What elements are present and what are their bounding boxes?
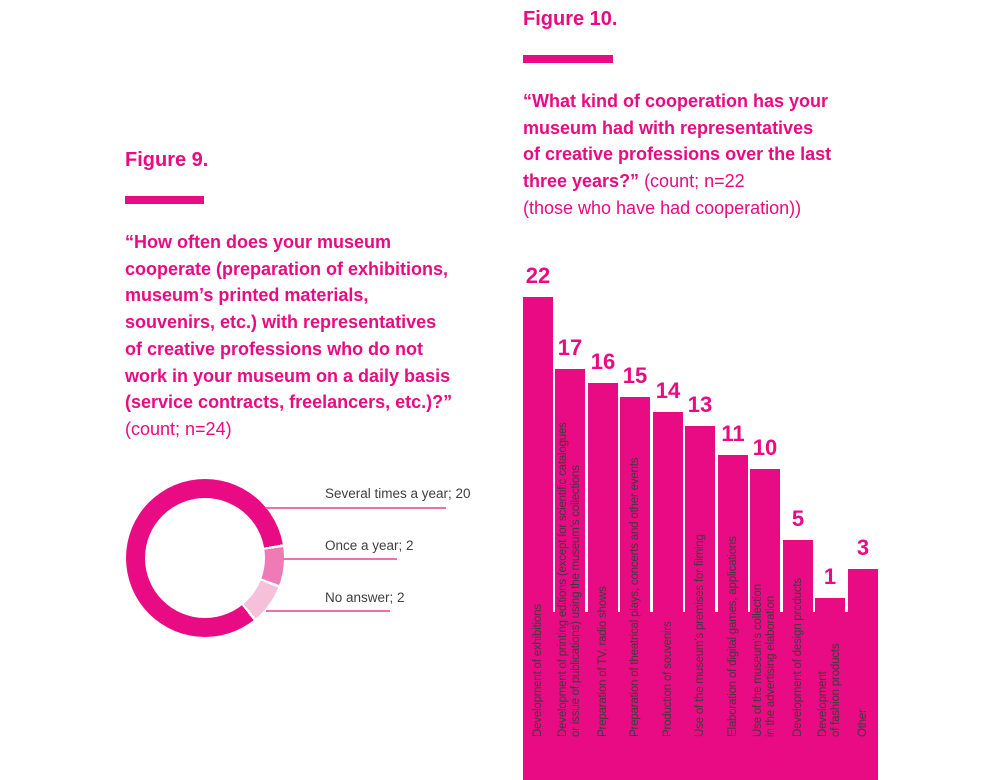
donut-chart-ring [126,479,284,637]
bar-category-label: Development of design products [791,578,804,737]
figure-9-rule [125,196,204,204]
figure-10-question: “What kind of cooperation has your museu… [523,88,923,222]
bar-category-label: Use of the museum’s collection in the ad… [752,584,777,737]
figure-9-question: “How often does your museum cooperate (p… [125,229,515,443]
figure-9-section: Figure 9. “How often does your museum co… [125,149,515,443]
bar-value-label: 22 [525,263,551,288]
figure-9-count-note: (count; n=24) [125,418,232,439]
bar [555,369,585,612]
bar-value-label: 1 [823,564,837,589]
figure-10-question-text: “What kind of cooperation has your museu… [523,91,832,192]
bar-category-label: Development of printing editions (except… [557,422,582,737]
bar [718,455,748,612]
bar [523,297,553,612]
bar-value-label: 16 [590,349,616,374]
bar-value-label: 5 [791,506,805,531]
legend-label: Once a year; 2 [325,538,414,553]
figure-9-title: Figure 9. [125,149,209,171]
bar-value-label: 3 [856,535,870,560]
bar-category-label: Preparation of theatrical plays, concert… [628,457,641,737]
bar-category-label: Development of fashion products [817,643,842,737]
bar-value-label: 10 [752,435,778,460]
leader-line [266,610,390,612]
bar [653,412,683,612]
figure-10-title: Figure 10. [523,8,618,30]
bar-category-label: Production of souvenirs [661,621,674,737]
bar-category-label: Other [856,709,869,737]
bar-value-label: 15 [622,363,648,388]
legend-label: Several times a year; 20 [325,486,471,501]
leader-line [266,507,446,509]
figure-10-section: Figure 10. “What kind of cooperation has… [523,8,923,222]
bar [685,426,715,612]
figure-10-count-line2: (those who have had cooperation)) [523,197,802,218]
bar-category-label: Development of exhibitions [531,604,544,737]
bar-value-label: 14 [655,378,681,403]
bar [588,383,618,612]
leader-line [283,558,397,560]
bar [848,569,878,612]
bar-chart: 22 17 16 15 14 13 11 10 5 1 3 Development of exhibi… [523,0,880,780]
bar [783,540,813,612]
figure-10-rule [523,55,613,63]
figure-10-count-inline: (count; n=22 [639,171,745,192]
bar [620,397,650,612]
bar-category-label: Preparation of TV, radio shows [596,586,609,737]
bar-value-label: 13 [687,392,713,417]
bar-value-label: 11 [721,421,745,446]
bar-category-label: Elaboration of digital games, applicatio… [726,536,739,737]
bar-baseline-block [523,612,878,780]
bar-value-label: 17 [557,335,583,360]
bar [750,469,780,612]
figure-9-question-text: “How often does your museum cooperate (p… [125,232,453,413]
legend-label: No answer; 2 [325,590,405,605]
bar [815,598,845,612]
bar-category-label: Use of the museum’s premises for filming [693,534,706,737]
